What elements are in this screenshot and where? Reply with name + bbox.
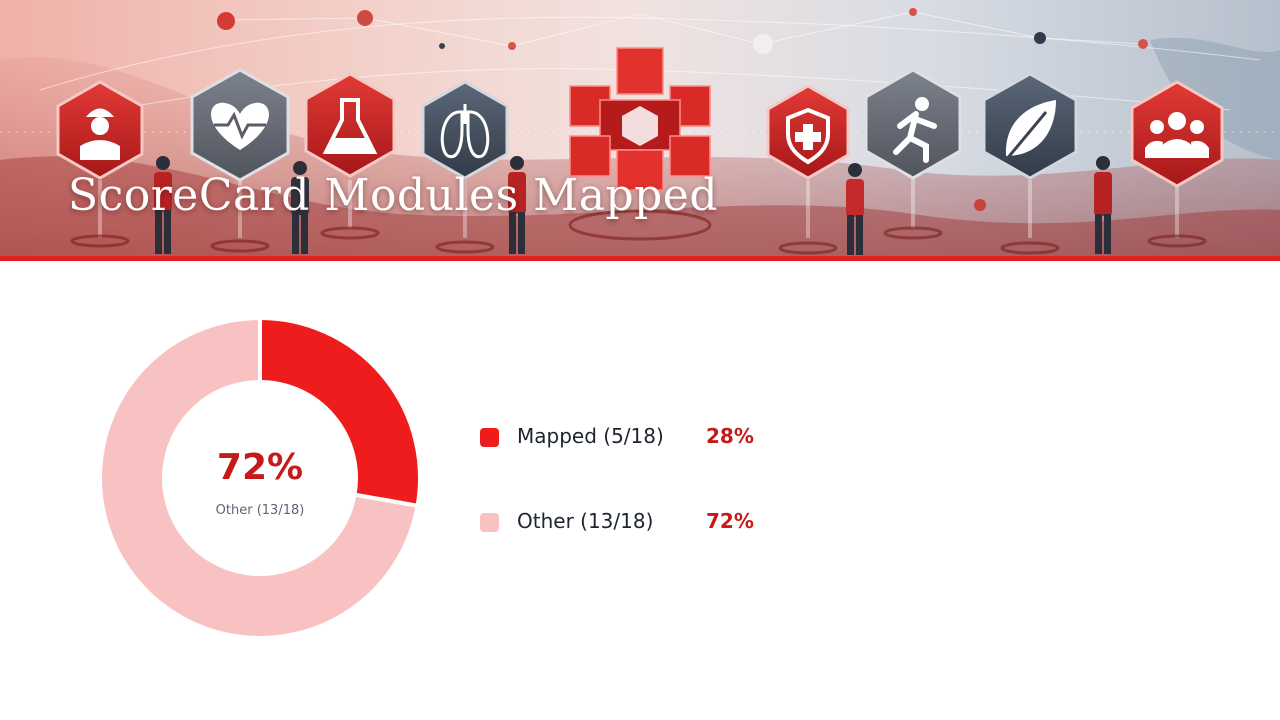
- legend-swatch-other: [480, 513, 499, 532]
- people-group-icon: [1130, 80, 1224, 188]
- heart-pulse-icon: [190, 68, 290, 182]
- accent-divider: [0, 256, 1280, 261]
- header-banner: ScoreCard Modules Mapped: [0, 0, 1280, 258]
- people-silhouettes: [154, 156, 1112, 255]
- flask-icon: [304, 72, 396, 178]
- legend-percent-mapped: 28%: [706, 424, 754, 448]
- runner-icon: [864, 68, 962, 180]
- worker-icon: [56, 80, 144, 180]
- cube-cluster-icon: [569, 47, 711, 191]
- legend-label-other: Other (13/18): [517, 509, 654, 533]
- donut-center-label: Other (13/18): [215, 503, 305, 518]
- page-title: ScoreCard Modules Mapped: [68, 170, 718, 221]
- legend-item-mapped: Mapped (5/18) 28%: [480, 422, 800, 452]
- legend-item-other: Other (13/18) 72%: [480, 507, 800, 537]
- donut-chart: [98, 315, 422, 640]
- donut-slice-other: [98, 315, 420, 640]
- lungs-icon: [421, 80, 509, 180]
- leaf-icon: [982, 72, 1078, 180]
- banner-illustration: [0, 8, 1280, 258]
- shield-cross-icon: [766, 84, 850, 180]
- legend-label-mapped: Mapped (5/18): [517, 424, 664, 448]
- donut-center-value: 72%: [216, 447, 304, 488]
- donut-slice-mapped: [258, 315, 422, 509]
- legend-swatch-mapped: [480, 428, 499, 447]
- legend-percent-other: 72%: [706, 509, 754, 533]
